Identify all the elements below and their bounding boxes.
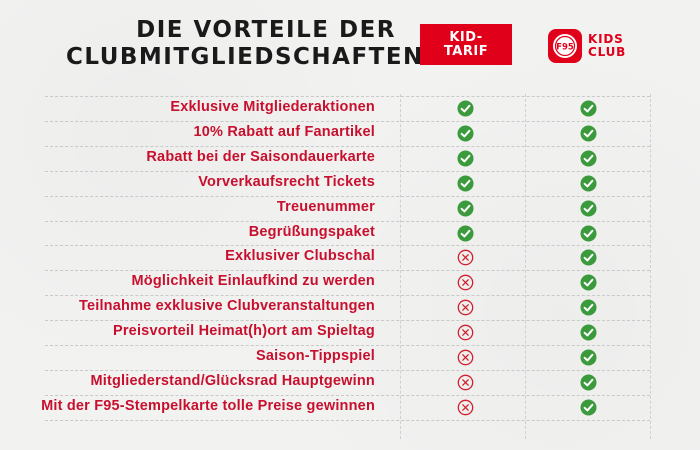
table-row: Möglichkeit Einlaufkind zu werden [0,270,700,295]
check-icon [457,100,474,117]
row-divider [45,96,650,97]
row-divider [45,270,650,272]
row-divider [45,145,650,147]
benefit-label: Begrüßungspaket [248,223,375,240]
cross-icon [457,324,474,341]
kid-tarif-line-1: KID- [449,29,483,45]
table-row: Teilnahme exklusive Clubveranstaltungen [0,295,700,320]
row-divider [45,369,650,371]
row-divider [45,220,650,222]
benefit-label: Mitgliederstand/Glücksrad Hauptgewinn [90,372,375,389]
benefit-label: Exklusiver Clubschal [225,248,375,265]
check-icon [580,175,597,192]
row-divider [45,120,650,122]
table-row: Vorverkaufsrecht Tickets [0,171,700,196]
check-icon [580,274,597,291]
title-line-2: CLUBMITGLIEDSCHAFTEN [66,44,424,70]
page-title: DIE VORTEILE DER CLUBMITGLIEDSCHAFTEN [66,17,424,71]
table-row: Preisvorteil Heimat(h)ort am Spieltag [0,320,700,345]
check-icon [580,150,597,167]
title-line-1: DIE VORTEILE DER [136,17,396,43]
check-icon [580,225,597,242]
svg-text:F95: F95 [556,43,574,53]
check-icon [457,150,474,167]
table-row: Mitgliederstand/Glücksrad Hauptgewinn [0,370,700,395]
cross-icon [457,299,474,316]
benefit-label: Teilnahme exklusive Clubveranstaltungen [78,298,375,315]
check-icon [457,175,474,192]
row-divider [45,320,650,322]
cross-icon [457,249,474,266]
check-icon [580,125,597,142]
benefit-label: Treuenummer [276,198,375,215]
row-divider [45,419,650,421]
column-divider [525,94,526,439]
check-icon [457,200,474,217]
check-icon [580,324,597,341]
row-divider [45,245,650,247]
table-row: Rabatt bei der Saisondauerkarte [0,146,700,171]
kid-tarif-badge: KID- TARIF [420,24,512,65]
kids-club-line-1: KIDS [588,32,624,46]
row-divider [45,170,650,172]
row-divider [45,195,650,197]
benefit-label: Vorverkaufsrecht Tickets [198,173,375,190]
check-icon [580,349,597,366]
table-row: Begrüßungspaket [0,221,700,246]
check-icon [580,399,597,416]
kids-club-line-2: CLUB [588,45,627,59]
benefit-label: Möglichkeit Einlaufkind zu werden [131,273,375,290]
table-row: 10% Rabatt auf Fanartikel [0,121,700,146]
benefit-label: Rabatt bei der Saisondauerkarte [146,148,375,165]
table-row: Treuenummer [0,196,700,221]
benefit-label: Exklusive Mitgliederaktionen [170,99,375,115]
table-row: Exklusiver Clubschal [0,245,700,270]
f95-crest-icon: F95 [547,28,583,64]
cross-icon [457,274,474,291]
benefit-label: Saison-Tippspiel [256,348,375,364]
check-icon [457,225,474,242]
benefit-label: 10% Rabatt auf Fanartikel [193,123,375,140]
cross-icon [457,349,474,366]
table-row: Mit der F95-Stempelkarte tolle Preise ge… [0,395,700,420]
check-icon [580,100,597,117]
benefit-label: Mit der F95-Stempelkarte tolle Preise ge… [41,397,375,414]
row-divider [45,295,650,297]
kid-tarif-line-2: TARIF [443,43,489,59]
row-divider [45,345,650,346]
kids-club-logo: F95 KIDS CLUB [547,26,626,66]
check-icon [580,200,597,217]
cross-icon [457,374,474,391]
table-row: Saison-Tippspiel [0,345,700,370]
check-icon [580,249,597,266]
check-icon [580,374,597,391]
column-divider [650,94,651,439]
row-divider [45,394,650,396]
column-divider [400,94,401,439]
check-icon [580,299,597,316]
cross-icon [457,399,474,416]
benefit-label: Preisvorteil Heimat(h)ort am Spieltag [112,323,375,340]
check-icon [457,125,474,142]
table-row: Exklusive Mitgliederaktionen [0,96,700,121]
